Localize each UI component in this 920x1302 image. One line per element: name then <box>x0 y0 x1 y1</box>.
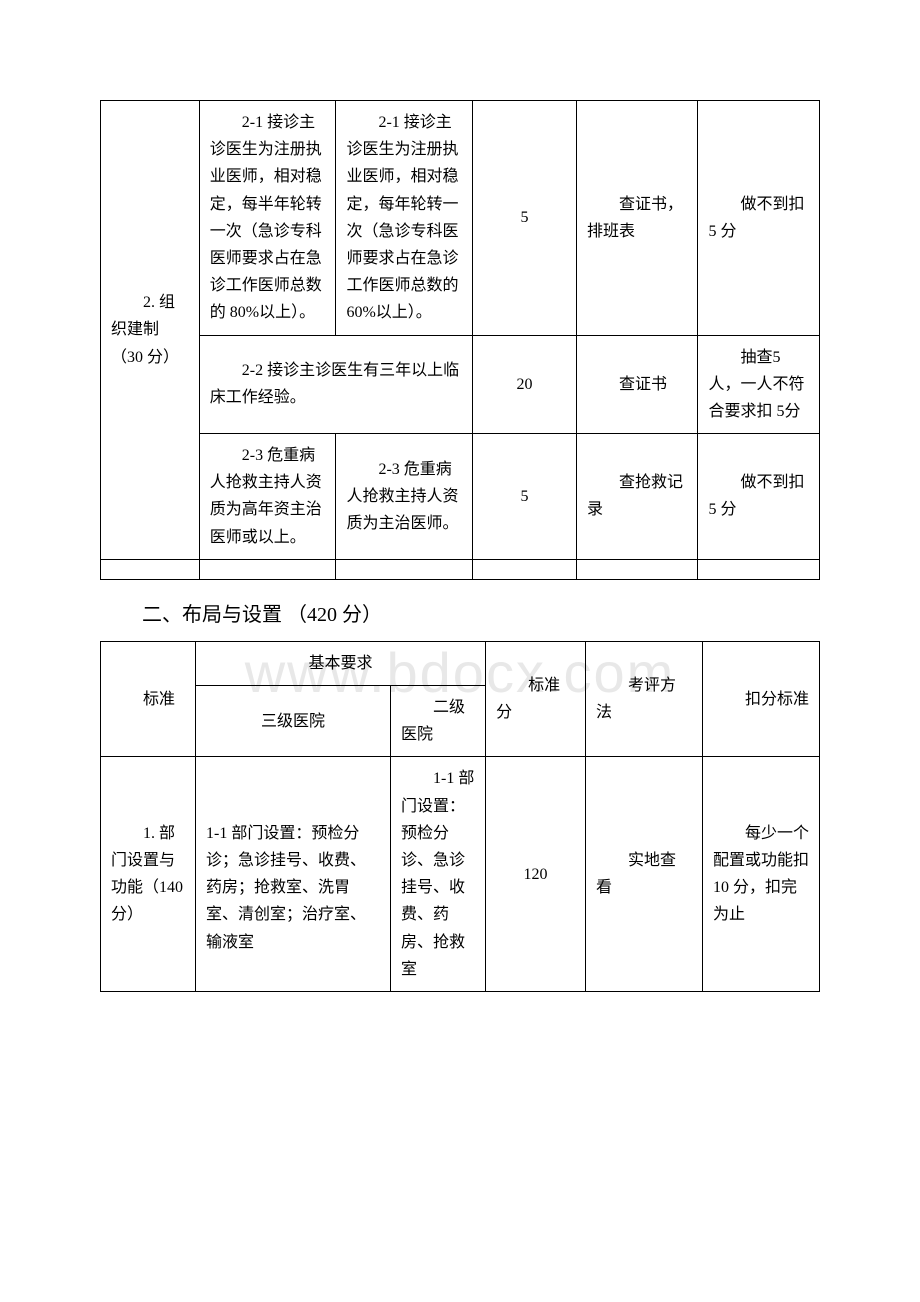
cell-category: 1. 部门设置与功能（140分） <box>101 757 196 992</box>
table-row: 2-2 接诊主诊医生有三年以上临床工作经验。 20 查证书 抽查5 人，一人不符… <box>101 335 820 434</box>
cell-method: 查证书 <box>576 335 698 434</box>
cell-req-l3: 2-3 危重病人抢救主持人资质为高年资主治医师或以上。 <box>199 434 336 560</box>
table-row-empty <box>101 559 820 579</box>
table-row: 2. 组织建制（30 分） 2-1 接诊主诊医生为注册执业医师，相对稳定，每半年… <box>101 101 820 336</box>
cell-score: 20 <box>473 335 577 434</box>
header-standard: 标准 <box>101 641 196 757</box>
cell-deduct: 做不到扣 5 分 <box>698 434 820 560</box>
cell-req-l2: 2-3 危重病人抢救主持人资质为主治医师。 <box>336 434 473 560</box>
cell-deduct: 每少一个配置或功能扣10 分，扣完为止 <box>702 757 819 992</box>
header-score: 标准分 <box>486 641 586 757</box>
cell-req-l3: 1-1 部门设置：预检分诊；急诊挂号、收费、药房；抢救室、洗胃室、清创室；治疗室… <box>196 757 391 992</box>
cell-req-l2: 2-1 接诊主诊医生为注册执业医师，相对稳定，每年轮转一次（急诊专科医师要求占在… <box>336 101 473 336</box>
cell-deduct: 抽查5 人，一人不符合要求扣 5分 <box>698 335 820 434</box>
cell-method: 查证书，排班表 <box>576 101 698 336</box>
cell-category: 2. 组织建制（30 分） <box>101 101 200 560</box>
table-row: 1. 部门设置与功能（140分） 1-1 部门设置：预检分诊；急诊挂号、收费、药… <box>101 757 820 992</box>
cell-score: 5 <box>473 434 577 560</box>
table-row: 2-3 危重病人抢救主持人资质为高年资主治医师或以上。 2-3 危重病人抢救主持… <box>101 434 820 560</box>
cell-req-l3: 2-1 接诊主诊医生为注册执业医师，相对稳定，每半年轮转一次（急诊专科医师要求占… <box>199 101 336 336</box>
cell-deduct: 做不到扣 5 分 <box>698 101 820 336</box>
header-method: 考评方法 <box>585 641 702 757</box>
table-2: 标准 基本要求 标准分 考评方法 扣分标准 三级医院 二级医院 1. 部门设置与… <box>100 641 820 992</box>
cell-score: 120 <box>486 757 586 992</box>
cell-score: 5 <box>473 101 577 336</box>
table-header-row: 标准 基本要求 标准分 考评方法 扣分标准 <box>101 641 820 685</box>
header-level2: 二级医院 <box>391 686 486 757</box>
cell-method: 实地查看 <box>585 757 702 992</box>
table-1: 2. 组织建制（30 分） 2-1 接诊主诊医生为注册执业医师，相对稳定，每半年… <box>100 100 820 580</box>
cell-req-merged: 2-2 接诊主诊医生有三年以上临床工作经验。 <box>199 335 472 434</box>
header-req: 基本要求 <box>196 641 486 685</box>
section-heading: 二、布局与设置 （420 分） <box>142 598 820 627</box>
cell-req-l2: 1-1 部门设置：预检分诊、急诊挂号、收费、药房、抢救室 <box>391 757 486 992</box>
header-deduct: 扣分标准 <box>702 641 819 757</box>
header-level3: 三级医院 <box>196 686 391 757</box>
cell-method: 查抢救记录 <box>576 434 698 560</box>
